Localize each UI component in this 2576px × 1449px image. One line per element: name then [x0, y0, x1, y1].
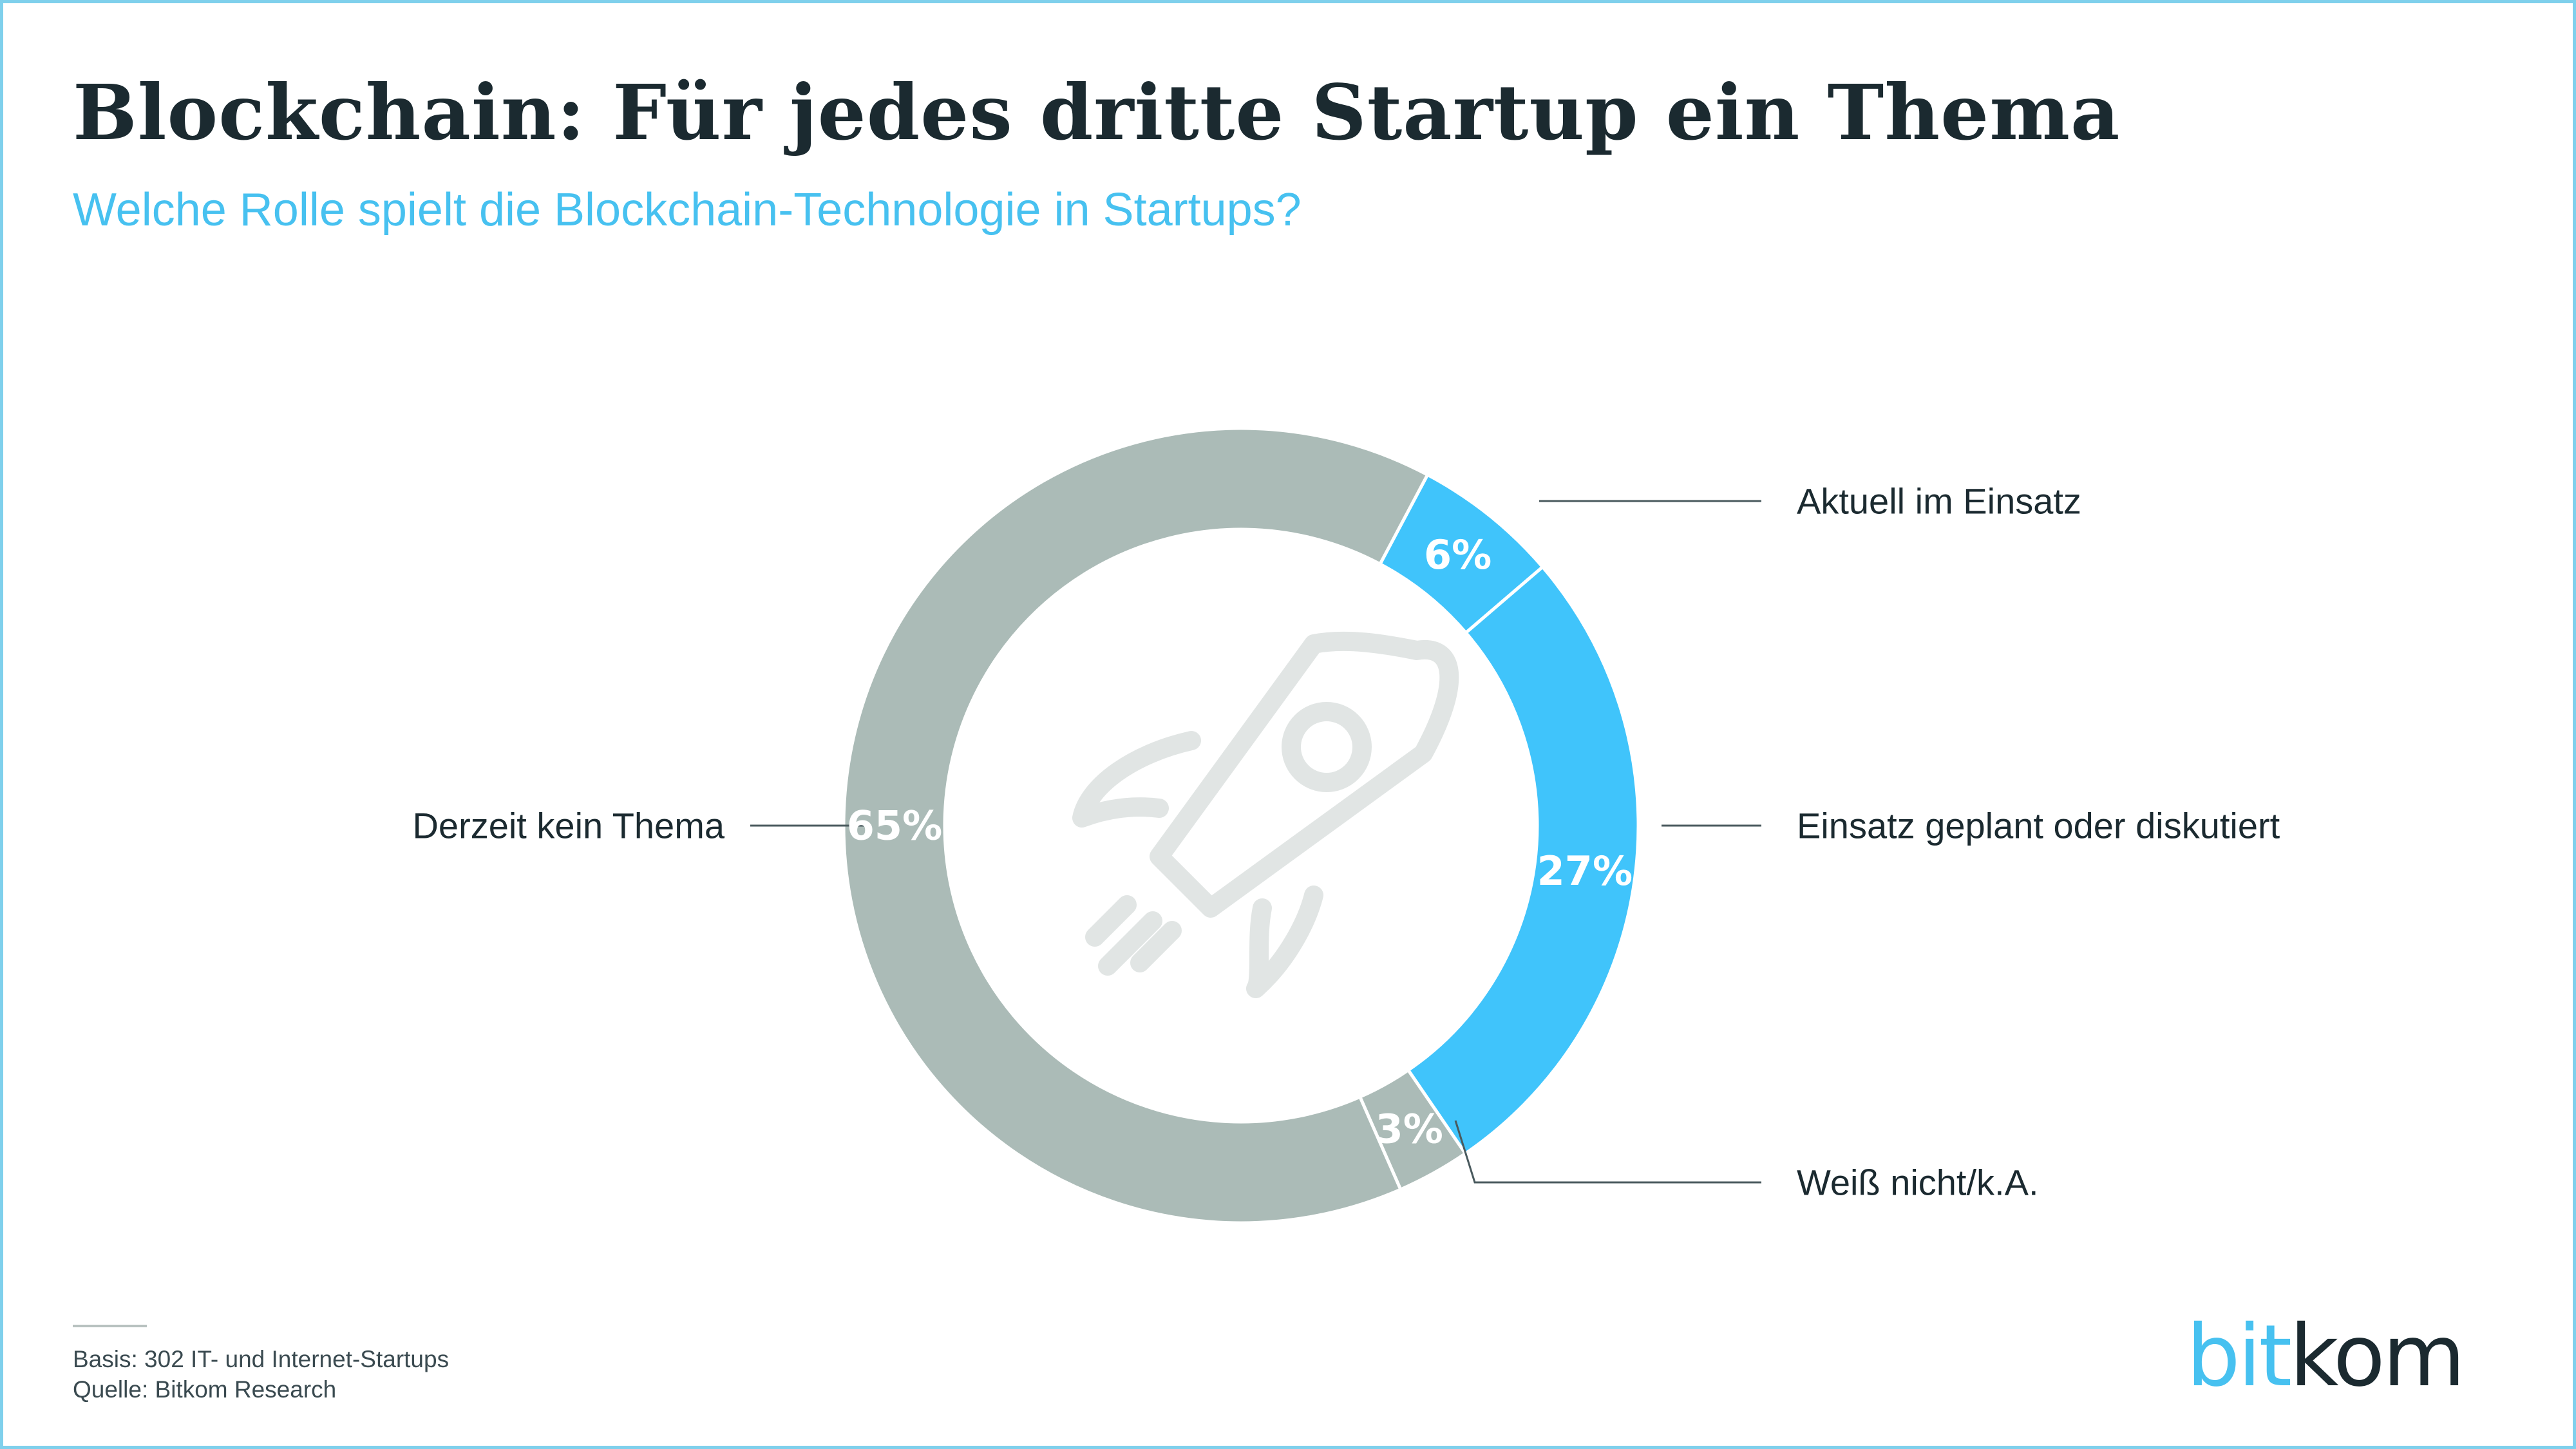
slice-value-label: 65% — [847, 802, 942, 849]
slice-value-label: 6% — [1424, 531, 1492, 578]
slice-value-label: 27% — [1537, 848, 1633, 895]
footnote-source: Quelle: Bitkom Research — [73, 1376, 337, 1403]
chart-title: Blockchain: Für jedes dritte Startup ein… — [73, 68, 2121, 157]
leader-line-weiss — [1454, 1120, 1761, 1184]
footnote-basis: Basis: 302 IT- und Internet-Startups — [73, 1346, 450, 1372]
chart-subtitle: Welche Rolle spielt die Blockchain-Techn… — [73, 184, 1302, 236]
slice-category-label: Einsatz geplant oder diskutiert — [1797, 806, 2280, 846]
slice-category-label: Derzeit kein Thema — [412, 806, 724, 846]
slice-category-label: Weiß nicht/k.A. — [1797, 1162, 2039, 1203]
donut-slice — [1406, 564, 1640, 1156]
slice-value-label: 3% — [1376, 1105, 1443, 1152]
donut-slice — [842, 426, 1430, 1225]
footer-rule — [73, 1325, 147, 1327]
rocket-icon — [1072, 631, 1459, 998]
logo-part-bit: bit — [2186, 1307, 2292, 1406]
bitkom-logo: bitkom — [2186, 1314, 2465, 1399]
logo-part-kom: kom — [2289, 1307, 2465, 1406]
slice-category-label: Aktuell im Einsatz — [1797, 481, 2081, 522]
